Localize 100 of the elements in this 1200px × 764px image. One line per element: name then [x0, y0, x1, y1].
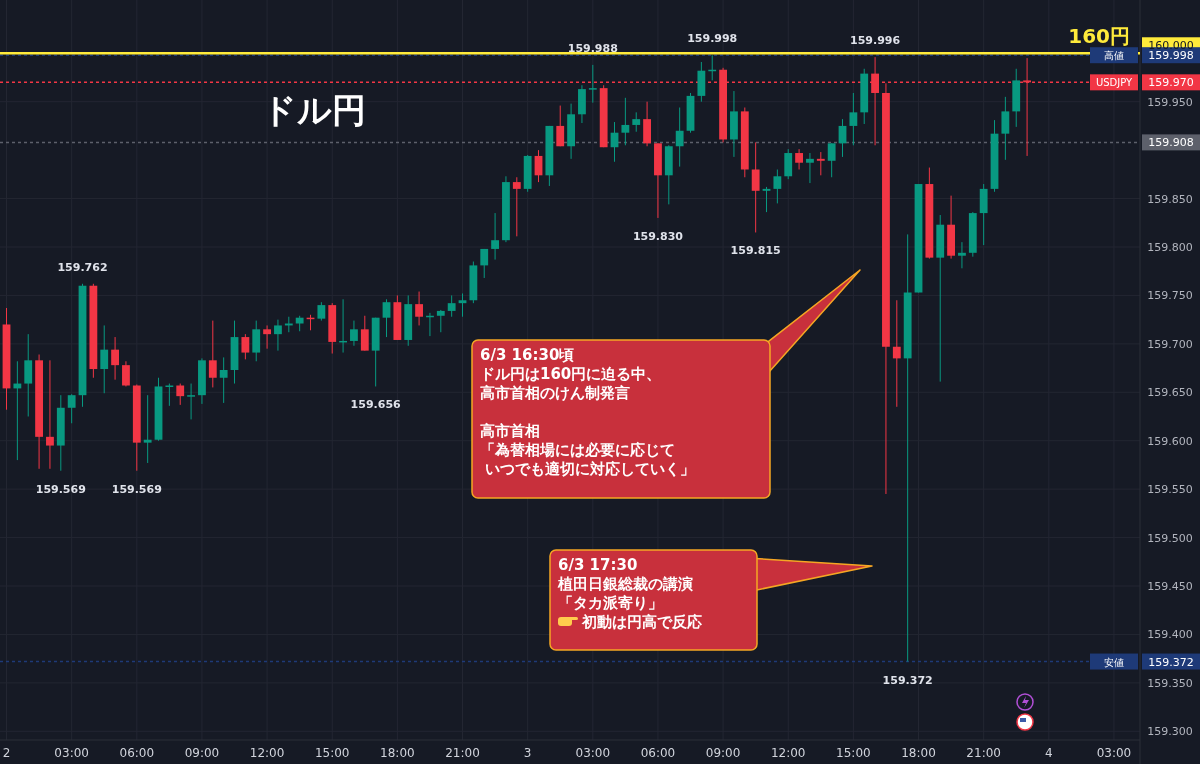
x-tick-label: 18:00 — [901, 746, 936, 760]
text: 159.998 — [1148, 49, 1194, 63]
candlestick — [632, 111, 641, 133]
candlestick — [24, 333, 33, 417]
x-tick-label: 09:00 — [184, 746, 220, 760]
y-tick-label: 159.850 — [1147, 192, 1193, 206]
annotation: 159.762 — [57, 260, 108, 274]
y-tick-label: 159.300 — [1147, 725, 1193, 739]
x-tick-label: 15:00 — [314, 746, 350, 760]
candlestick — [252, 320, 261, 362]
candlestick — [263, 324, 271, 350]
annotation: 159.815 — [730, 244, 781, 258]
candlestick — [46, 359, 54, 470]
annotation: 初動は円高で反応 — [581, 613, 702, 631]
candlestick — [762, 186, 771, 213]
candlestick — [436, 309, 445, 333]
candlestick — [187, 383, 195, 420]
annotation: 159.656 — [350, 398, 402, 412]
y-tick-label: 159.650 — [1147, 386, 1193, 400]
candlestick — [317, 301, 326, 322]
text: 159.970 — [1148, 76, 1194, 90]
candlestick — [143, 394, 152, 464]
annotation: 植田日銀総裁の講演 — [557, 575, 693, 593]
x-tick-label: 2 — [2, 746, 11, 760]
candlestick — [219, 356, 228, 404]
candlestick — [784, 148, 793, 180]
text: 159.372 — [1148, 655, 1194, 669]
candlestick — [751, 141, 760, 233]
annotation: 159.569 — [35, 482, 86, 496]
annotation: いつでも適切に対応していく」 — [480, 460, 696, 478]
candlestick — [67, 393, 76, 424]
candlestick — [621, 97, 630, 146]
x-tick-label: 15:00 — [836, 746, 871, 760]
candlestick — [491, 212, 499, 261]
annotation: 「タカ派寄り」 — [558, 594, 663, 612]
y-tick-label: 159.550 — [1147, 483, 1193, 497]
text: ドル円 — [262, 90, 366, 130]
y-tick-label: 159.600 — [1147, 434, 1193, 448]
x-tick-label: 12:00 — [249, 746, 285, 760]
annotation: 6/3 16:30頃 — [480, 346, 575, 364]
annotation: ドル円は160円に迫る中、 — [480, 365, 662, 383]
x-tick-label: 12:00 — [770, 746, 806, 760]
candlestick — [806, 152, 814, 184]
candlestick — [111, 336, 119, 381]
y-tick-label: 159.700 — [1147, 337, 1193, 351]
annotation: 159.988 — [567, 41, 618, 55]
x-tick-label: 21:00 — [445, 746, 480, 760]
y-tick-label: 159.950 — [1147, 95, 1193, 109]
candlestick — [360, 315, 369, 352]
x-tick-label: 18:00 — [380, 746, 415, 760]
y-tick-label: 159.400 — [1147, 628, 1193, 642]
candlestick — [773, 169, 782, 204]
annotation: 高市首相のけん制発言 — [480, 384, 630, 402]
x-tick-label: 21:00 — [966, 746, 1001, 760]
annotation: 159.569 — [111, 482, 162, 496]
candlestick — [892, 299, 901, 408]
annotation: 159.372 — [882, 673, 933, 687]
candlestick — [849, 92, 858, 146]
ref-line-label: 高値 — [1104, 50, 1124, 62]
x-tick-label: 03:00 — [575, 746, 611, 760]
candlestick — [122, 360, 130, 387]
y-tick-label: 159.750 — [1147, 289, 1193, 303]
ref-line-label: 安値 — [1104, 656, 1124, 668]
x-tick-label: 06:00 — [119, 746, 155, 760]
x-tick-label: 09:00 — [705, 746, 741, 760]
x-tick-label: 03:00 — [1096, 746, 1132, 760]
candlestick — [588, 64, 597, 104]
candlestick — [350, 320, 358, 347]
candlestick — [795, 148, 803, 170]
annotation: 159.998 — [687, 32, 738, 46]
candlestick — [816, 151, 825, 176]
candlestick — [447, 294, 456, 318]
x-tick-label: 3 — [523, 746, 532, 760]
candlestick — [100, 324, 109, 394]
candlestick — [675, 107, 684, 168]
x-tick-label: 4 — [1044, 746, 1053, 760]
annotation: 159.830 — [632, 229, 684, 243]
y-tick-label: 159.800 — [1147, 240, 1193, 254]
candlestick — [176, 383, 185, 406]
x-tick-label: 03:00 — [54, 746, 89, 760]
candlestick — [274, 319, 282, 352]
candlestick — [382, 298, 391, 338]
candlestick — [556, 105, 565, 147]
y-tick-label: 159.450 — [1147, 579, 1193, 593]
text: 159.908 — [1148, 136, 1194, 150]
candlestick — [1001, 96, 1010, 161]
y-tick-label: 159.350 — [1147, 676, 1193, 690]
candlestick — [827, 142, 836, 178]
annotation: 159.996 — [850, 34, 901, 48]
candlestick — [512, 176, 521, 237]
candlestick — [480, 248, 489, 279]
candlestick — [208, 320, 217, 388]
ref-line-label: USDJPY — [1095, 77, 1133, 89]
candlestick — [458, 292, 467, 318]
annotation: 6/3 17:30 — [558, 556, 638, 574]
annotation: 「為替相場には必要に応じて — [480, 441, 675, 459]
annotation: 高市首相 — [480, 422, 540, 440]
candlestick — [958, 241, 966, 269]
candlestick — [165, 383, 174, 407]
ref-line-label: 160円 — [1068, 24, 1130, 49]
